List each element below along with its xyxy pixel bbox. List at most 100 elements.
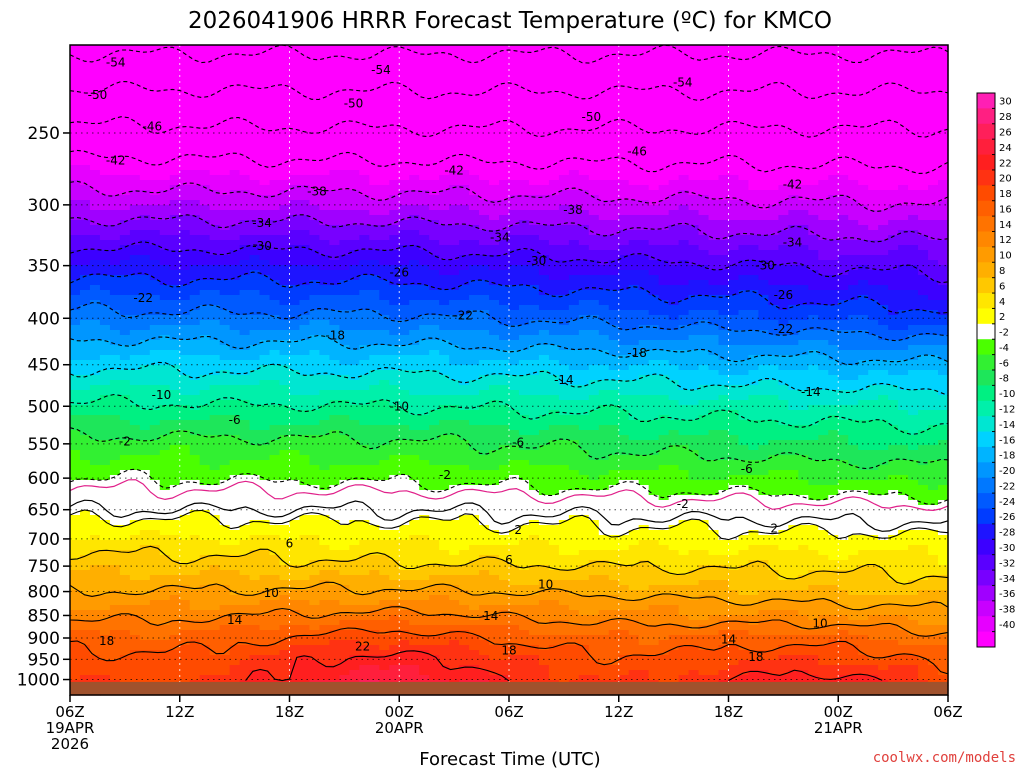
fill-cell [229, 225, 480, 231]
fill-cell [89, 200, 171, 206]
fill-cell [359, 360, 450, 366]
fill-cell [878, 395, 889, 401]
fill-cell [888, 325, 909, 331]
fill-cell [369, 570, 380, 576]
fill-cell [678, 175, 690, 181]
fill-cell [688, 260, 740, 266]
fill-cell [70, 460, 91, 466]
fill-cell [678, 300, 770, 306]
fill-cell [489, 215, 500, 221]
fill-cell [449, 205, 470, 211]
contour-label: -6 [229, 413, 241, 427]
fill-cell [538, 430, 620, 436]
contour-label-text: -34 [252, 216, 272, 230]
fill-cell [179, 645, 211, 651]
fill-cell [858, 400, 899, 406]
fill-cell [419, 515, 430, 521]
fill-cell [918, 265, 949, 271]
fill-cell [159, 530, 500, 536]
fill-cell [848, 315, 869, 321]
fill-cell [399, 650, 430, 656]
fill-cell [708, 265, 730, 271]
fill-cell [249, 420, 321, 426]
fill-cell [339, 340, 420, 346]
fill-cell [259, 475, 390, 481]
fill-cell [169, 555, 201, 561]
fill-cell [708, 215, 779, 221]
fill-cell [938, 555, 949, 561]
fill-cell [648, 525, 670, 531]
fill-cell [698, 580, 730, 586]
fill-cell [129, 330, 241, 336]
y-tick-label: 300 [28, 196, 60, 216]
fill-cell [808, 455, 949, 461]
fill-cell [70, 150, 949, 156]
contour-label-text: -2 [439, 468, 451, 482]
fill-cell [868, 490, 889, 496]
fill-cell [459, 640, 490, 646]
fill-cell [638, 540, 660, 546]
fill-cell [788, 670, 809, 676]
fill-cell [538, 590, 570, 596]
fill-cell [339, 280, 390, 286]
fill-cell [499, 480, 530, 486]
contour-label-text: -38 [563, 203, 583, 217]
fill-cell [389, 555, 480, 561]
fill-cell [209, 565, 221, 571]
fill-cell [70, 530, 141, 536]
fill-cell [109, 380, 131, 386]
fill-cell [349, 250, 430, 256]
fill-cell [199, 585, 231, 591]
fill-cell [598, 525, 640, 531]
fill-cell [598, 195, 670, 201]
fill-cell [70, 195, 370, 201]
fill-cell [439, 540, 520, 546]
fill-cell [179, 515, 221, 521]
fill-cell [848, 175, 949, 181]
fill-cell [269, 245, 291, 251]
fill-cell [578, 675, 600, 681]
fill-cell [838, 490, 869, 496]
fill-cell [808, 225, 869, 231]
fill-cell [70, 335, 161, 341]
fill-cell [369, 370, 440, 376]
fill-cell [70, 340, 111, 346]
fill-cell [70, 185, 91, 191]
fill-cell [558, 550, 580, 556]
fill-cell [249, 330, 390, 336]
isotherm--2 [69, 468, 949, 505]
fill-cell [678, 400, 700, 406]
fill-cell [299, 300, 390, 306]
fill-cell [349, 265, 430, 271]
fill-cell [848, 535, 879, 541]
fill-cell [70, 480, 161, 486]
fill-cell [528, 415, 540, 421]
colorbar-swatch [977, 308, 995, 325]
fill-cell [469, 445, 500, 451]
fill-cell [449, 485, 530, 491]
fill-cell [99, 630, 111, 636]
fill-cell [718, 670, 750, 676]
fill-cell [568, 320, 610, 326]
fill-cell [70, 360, 340, 366]
fill-cell [758, 365, 779, 371]
fill-cell [578, 240, 630, 246]
colorbar-tick-label: 26 [999, 127, 1012, 138]
fill-cell [429, 425, 510, 431]
fill-cell [70, 270, 251, 276]
y-tick-label: 600 [28, 469, 60, 489]
fill-cell [758, 315, 809, 321]
fill-cell [289, 230, 311, 236]
fill-cell [778, 380, 949, 386]
isotherm-6 [69, 545, 949, 585]
contour-label: -42 [783, 178, 803, 192]
contour-label: -34 [252, 216, 272, 230]
fill-cell [269, 440, 360, 446]
fill-cell [858, 295, 869, 301]
fill-cell [728, 585, 809, 591]
fill-cell [538, 535, 720, 541]
fill-cell [149, 350, 181, 356]
colorbar-tick-label: 12 [999, 235, 1012, 246]
fill-cell [878, 465, 949, 471]
fill-cell [279, 625, 311, 631]
